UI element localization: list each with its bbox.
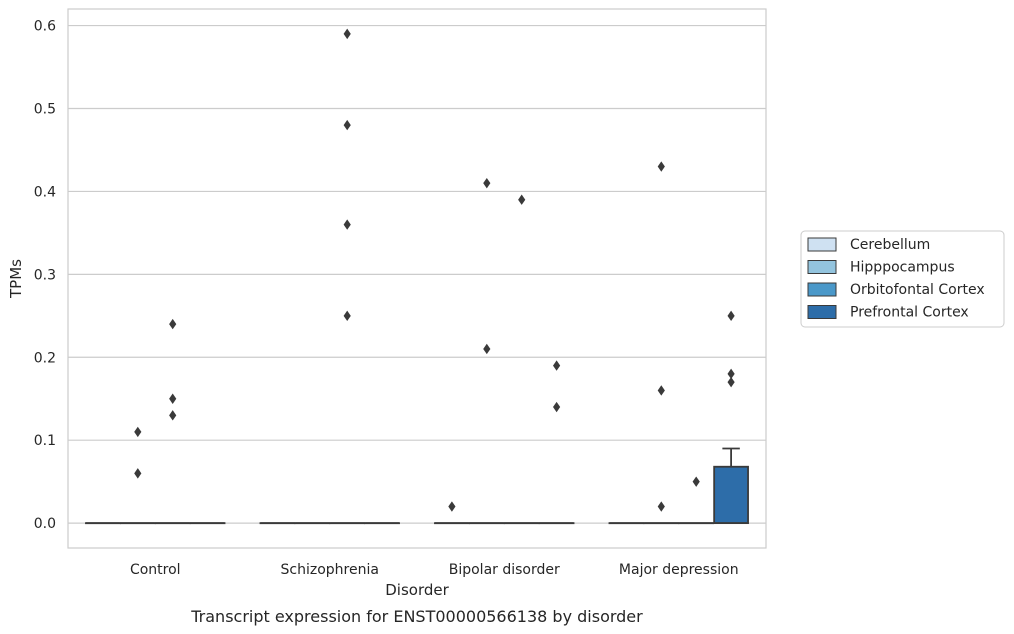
x-axis-label: Disorder: [385, 581, 449, 599]
legend-label-hipppocampus: Hipppocampus: [850, 260, 955, 276]
outlier-cerebellum-bipolar-disorder: [448, 501, 456, 512]
legend-frame: [800, 230, 1005, 328]
legend-swatch-orbitofontal-cortex: [807, 282, 837, 297]
outlier-orbitofontal-cortex-schizophrenia: [343, 219, 351, 230]
x-tick-label-major-depression: Major depression: [619, 562, 739, 578]
x-tick-label-control: Control: [130, 562, 181, 578]
outlier-orbitofontal-cortex-bipolar-disorder: [518, 194, 526, 205]
outlier-prefrontal-cortex-major-depression: [727, 376, 735, 388]
legend-swatch-cerebellum: [807, 237, 837, 252]
outlier-orbitofontal-cortex-control: [169, 318, 177, 330]
y-axis-label: TPMs: [7, 259, 25, 299]
outlier-orbitofontal-cortex-major-depression: [692, 476, 700, 487]
legend-label-cerebellum: Cerebellum: [850, 237, 930, 253]
outlier-prefrontal-cortex-bipolar-disorder: [553, 360, 561, 371]
y-tick-label: 0.5: [34, 102, 56, 118]
outlier-prefrontal-cortex-major-depression: [727, 368, 735, 380]
y-tick-label: 0.4: [34, 184, 56, 200]
x-tick-labels: Control Schizophrenia Bipolar disorder Majo…: [130, 562, 739, 578]
outlier-prefrontal-cortex-major-depression: [727, 310, 735, 322]
box-prefrontal-cortex-major-depression: [713, 465, 749, 525]
x-tick-label-bipolar-disorder: Bipolar disorder: [449, 562, 560, 578]
outlier-hipppocampus-bipolar-disorder: [483, 343, 491, 355]
legend-label-orbitofontal-cortex: Orbitofontal Cortex: [850, 282, 985, 298]
y-tick-label: 0.1: [34, 433, 56, 449]
outlier-hipppocampus-control: [134, 468, 142, 479]
outlier-hipppocampus-major-depression: [657, 385, 665, 396]
outlier-hipppocampus-major-depression: [657, 161, 665, 172]
outlier-orbitofontal-cortex-control: [169, 410, 177, 421]
legend-swatch-prefrontal-cortex: [807, 305, 837, 319]
boxes: [85, 447, 749, 525]
outlier-orbitofontal-cortex-control: [169, 393, 177, 404]
outlier-orbitofontal-cortex-schizophrenia: [343, 28, 351, 40]
y-tick-label: 0.6: [34, 19, 56, 35]
outlier-orbitofontal-cortex-schizophrenia: [343, 310, 351, 322]
outlier-points: [134, 28, 735, 512]
y-tick-labels: 0.0 0.1 0.2 0.3 0.4 0.5 0.6: [34, 19, 56, 533]
legend-label-prefrontal-cortex: Prefrontal Cortex: [850, 305, 969, 321]
outlier-hipppocampus-major-depression: [657, 501, 665, 512]
outlier-orbitofontal-cortex-schizophrenia: [343, 119, 351, 131]
outlier-prefrontal-cortex-bipolar-disorder: [553, 401, 561, 413]
outlier-hipppocampus-bipolar-disorder: [483, 177, 491, 189]
chart-caption: Transcript expression for ENST0000056613…: [190, 607, 643, 626]
y-tick-label: 0.3: [34, 267, 56, 283]
outlier-hipppocampus-control: [134, 426, 142, 438]
y-tick-label: 0.0: [34, 516, 56, 532]
grid-lines: [68, 24, 766, 524]
x-tick-label-schizophrenia: Schizophrenia: [281, 562, 379, 578]
legend: Cerebellum Hipppocampus Orbitofontal Corte…: [800, 230, 1005, 328]
y-tick-label: 0.2: [34, 350, 56, 366]
legend-swatch-hipppocampus: [807, 260, 837, 274]
plot-frame: [67, 8, 767, 549]
